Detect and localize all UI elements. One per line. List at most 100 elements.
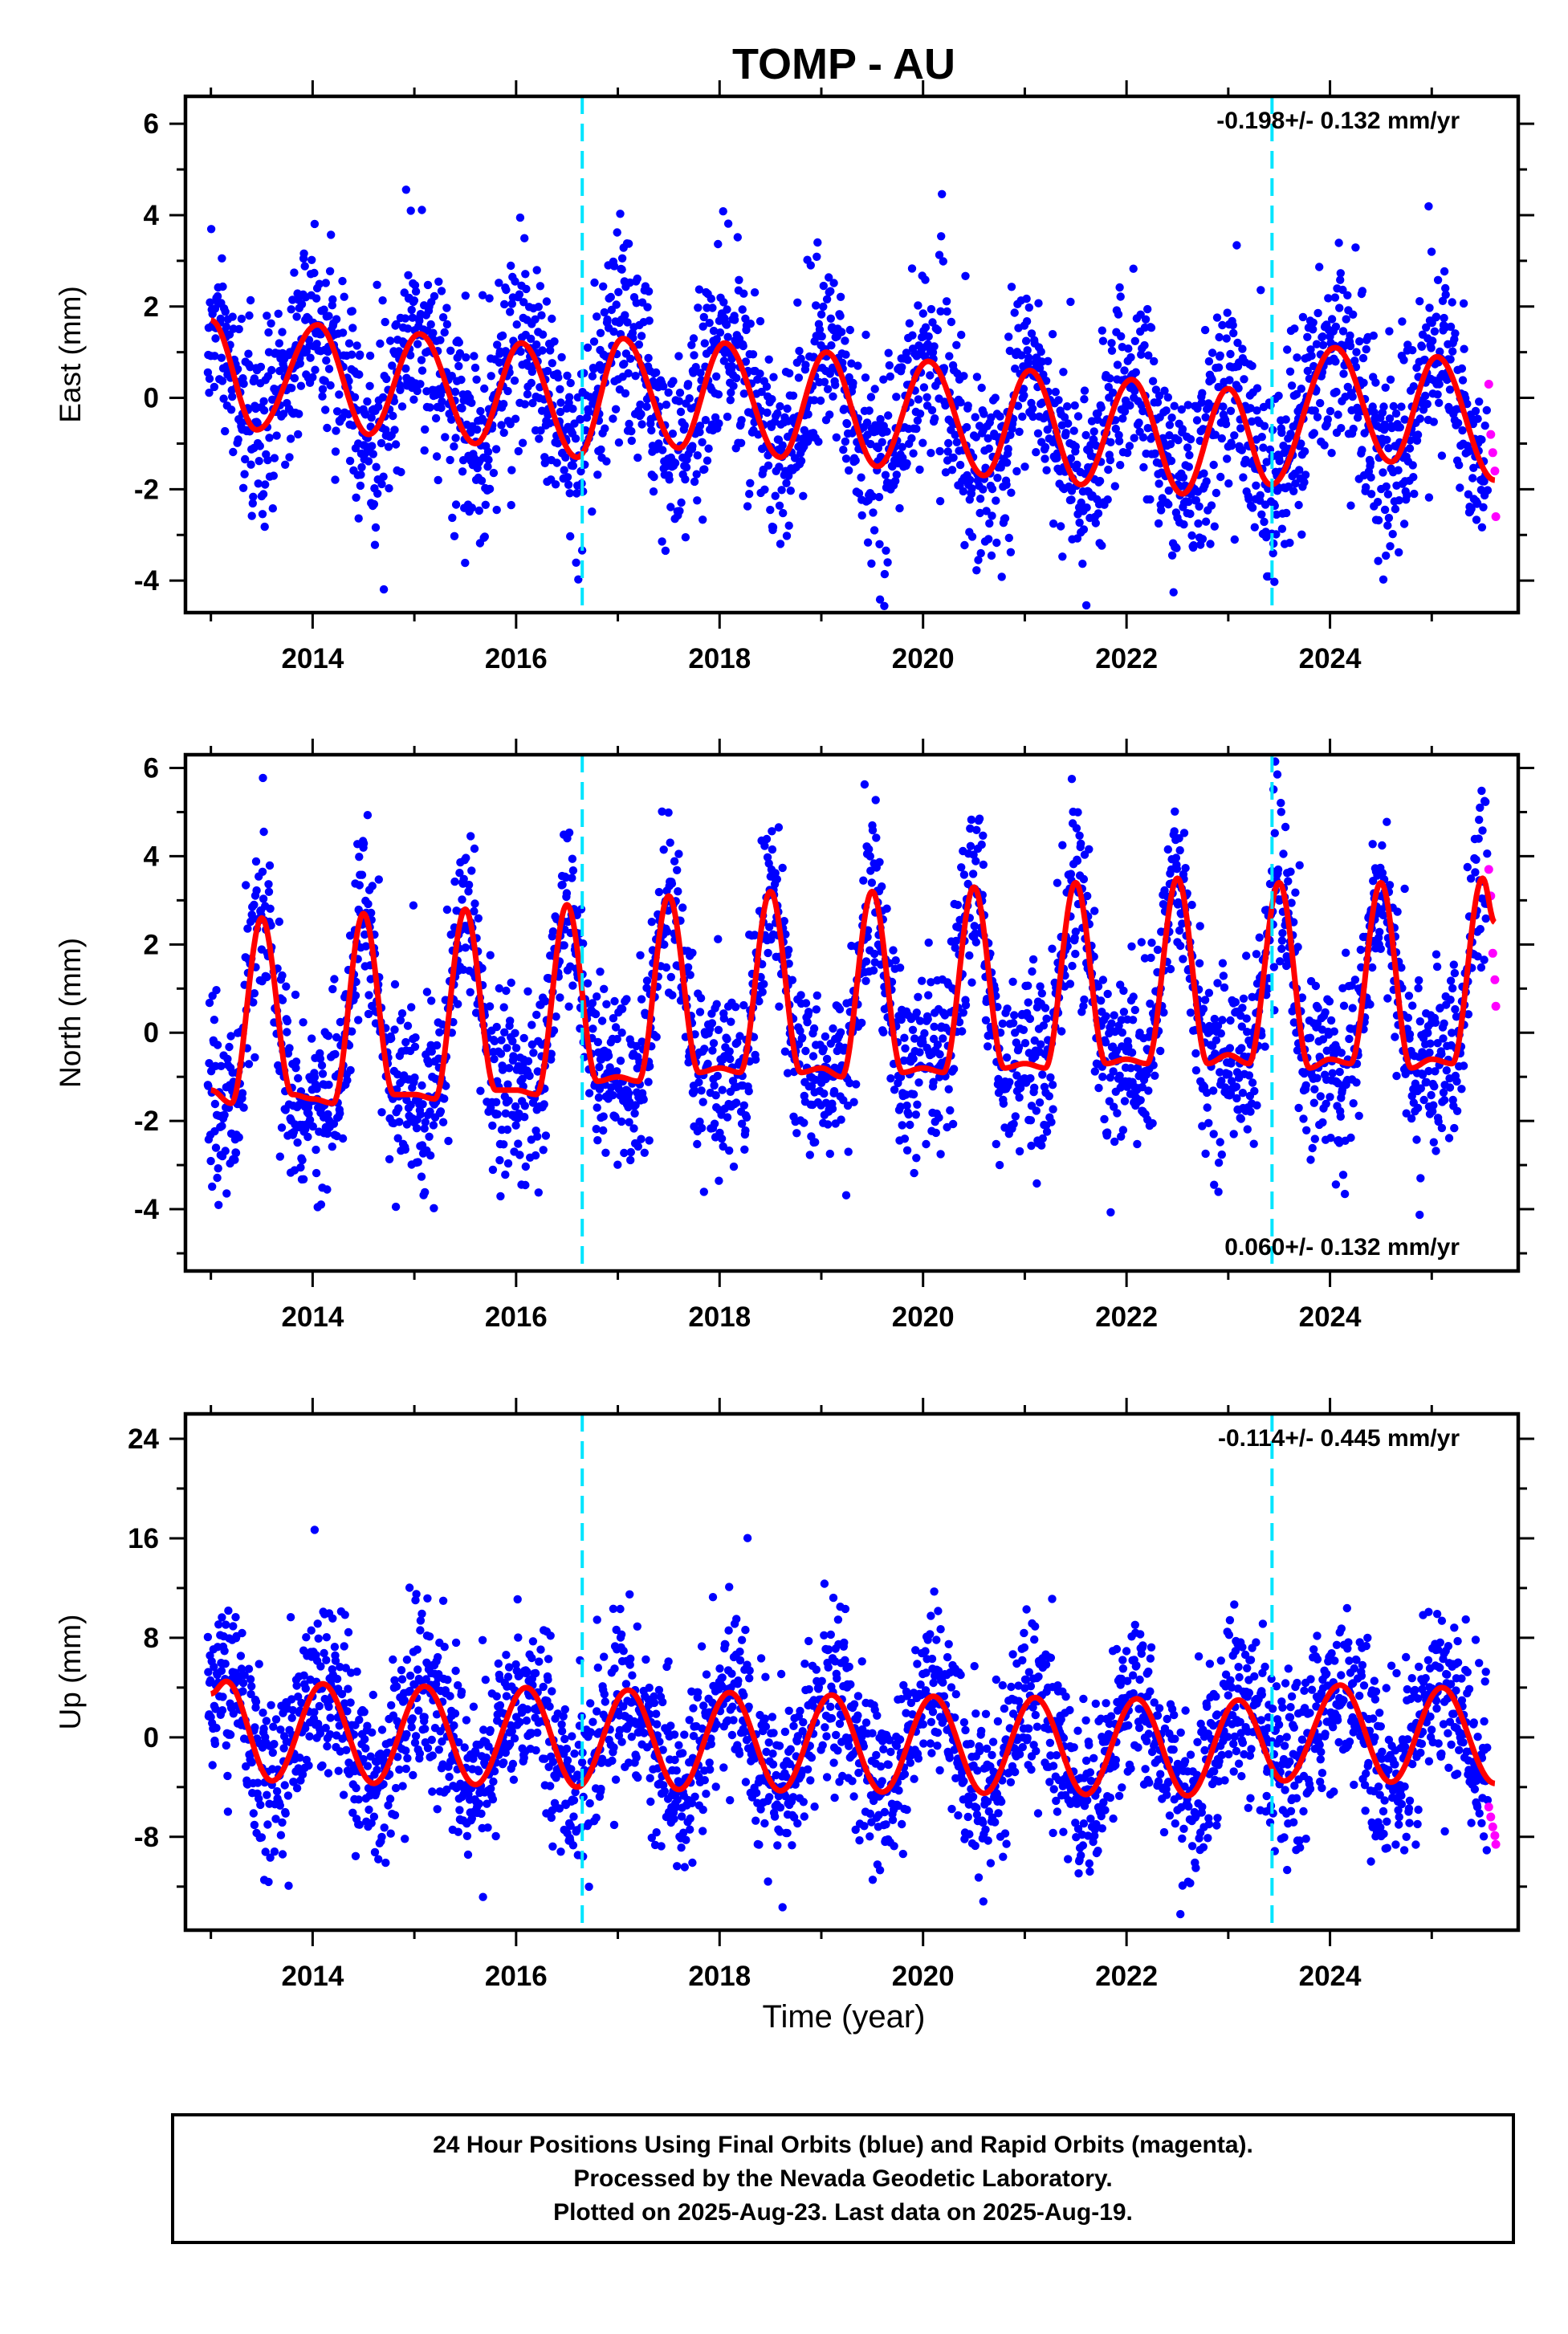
final-orbit-point (369, 882, 377, 890)
final-orbit-point (1098, 404, 1106, 412)
final-orbit-point (439, 313, 447, 321)
final-orbit-point (381, 318, 389, 326)
final-orbit-point (527, 1020, 536, 1029)
final-orbit-point (311, 366, 319, 374)
final-orbit-point (368, 442, 376, 450)
final-orbit-point (343, 1076, 351, 1084)
final-orbit-point (211, 334, 219, 342)
final-orbit-point (609, 1091, 617, 1099)
final-orbit-point (1073, 857, 1081, 865)
final-orbit-point (647, 426, 655, 434)
final-orbit-point (497, 1036, 505, 1044)
final-orbit-point (1435, 399, 1443, 407)
final-orbit-point (568, 405, 576, 413)
final-orbit-point (1082, 503, 1090, 511)
final-orbit-point (1458, 426, 1466, 434)
final-orbit-point (412, 287, 420, 295)
final-orbit-point (328, 985, 336, 993)
final-orbit-point (1256, 286, 1265, 294)
final-orbit-point (1096, 477, 1104, 485)
final-orbit-point (1225, 376, 1233, 384)
final-orbit-point (935, 1114, 943, 1122)
final-orbit-point (698, 438, 706, 446)
final-orbit-point (520, 1113, 528, 1121)
final-orbit-point (650, 487, 658, 495)
final-orbit-point (569, 462, 577, 470)
final-orbit-point (723, 305, 731, 313)
final-orbit-point (1392, 409, 1400, 418)
y-tick-label: 4 (144, 200, 160, 231)
final-orbit-point (458, 895, 466, 903)
final-orbit-point (992, 393, 1000, 401)
final-orbit-point (1212, 489, 1220, 497)
final-orbit-point (348, 307, 356, 315)
final-orbit-point (340, 293, 348, 301)
final-orbit-point (871, 385, 879, 393)
y-tick-label: -2 (134, 474, 159, 505)
final-orbit-point (1332, 388, 1340, 396)
final-orbit-point (567, 379, 575, 387)
final-orbit-point (1068, 962, 1076, 970)
final-orbit-point (264, 328, 272, 336)
final-orbit-point (956, 461, 964, 469)
final-orbit-point (437, 1107, 445, 1115)
final-orbit-point (936, 497, 944, 505)
final-orbit-point (336, 1110, 344, 1118)
final-orbit-point (527, 379, 536, 387)
final-orbit-point (1320, 441, 1328, 449)
final-orbit-point (218, 354, 226, 362)
final-orbit-point (326, 267, 334, 275)
final-orbit-point (813, 253, 821, 261)
final-orbit-point (1038, 989, 1046, 997)
final-orbit-point (1409, 473, 1417, 481)
final-orbit-point (949, 454, 957, 462)
final-orbit-point (228, 393, 236, 401)
final-orbit-point (1024, 998, 1032, 1006)
final-orbit-point (263, 973, 271, 981)
final-orbit-point (810, 1024, 818, 1033)
final-orbit-point (413, 340, 422, 348)
final-orbit-point (261, 480, 269, 488)
final-orbit-point (1303, 333, 1311, 341)
final-orbit-point (625, 1090, 633, 1098)
final-orbit-point (1130, 992, 1138, 1000)
final-orbit-point (1346, 342, 1354, 350)
final-orbit-point (372, 463, 380, 471)
final-orbit-point (208, 1183, 216, 1191)
final-orbit-point (275, 339, 283, 347)
final-orbit-point (926, 371, 934, 379)
final-orbit-point (1015, 428, 1023, 436)
final-orbit-point (1327, 449, 1335, 457)
final-orbit-point (825, 410, 833, 418)
final-orbit-point (1029, 955, 1037, 963)
final-orbit-point (365, 457, 373, 465)
final-orbit-point (433, 452, 441, 460)
final-orbit-point (411, 1033, 419, 1041)
final-orbit-point (1211, 523, 1219, 531)
final-orbit-point (1042, 1015, 1050, 1023)
final-orbit-point (472, 376, 480, 384)
final-orbit-point (602, 1000, 610, 1008)
final-orbit-point (617, 266, 625, 274)
final-orbit-point (845, 1147, 853, 1155)
final-orbit-point (1162, 406, 1170, 414)
final-orbit-point (1059, 368, 1067, 376)
final-orbit-point (427, 320, 435, 328)
final-orbit-point (921, 275, 929, 283)
final-orbit-point (370, 500, 378, 508)
final-orbit-point (1238, 1004, 1246, 1012)
final-orbit-point (1106, 438, 1114, 446)
final-orbit-point (259, 828, 267, 836)
final-orbit-point (1203, 1103, 1212, 1111)
final-orbit-point (944, 439, 952, 447)
final-orbit-point (820, 1090, 828, 1098)
final-orbit-point (593, 312, 601, 320)
final-orbit-point (532, 340, 540, 348)
final-orbit-point (1103, 1128, 1111, 1136)
final-orbit-point (260, 406, 268, 414)
final-orbit-point (1202, 518, 1210, 526)
final-orbit-point (496, 1192, 504, 1200)
final-orbit-point (653, 1033, 661, 1041)
final-orbit-point (708, 1046, 716, 1054)
final-orbit-point (912, 425, 920, 433)
